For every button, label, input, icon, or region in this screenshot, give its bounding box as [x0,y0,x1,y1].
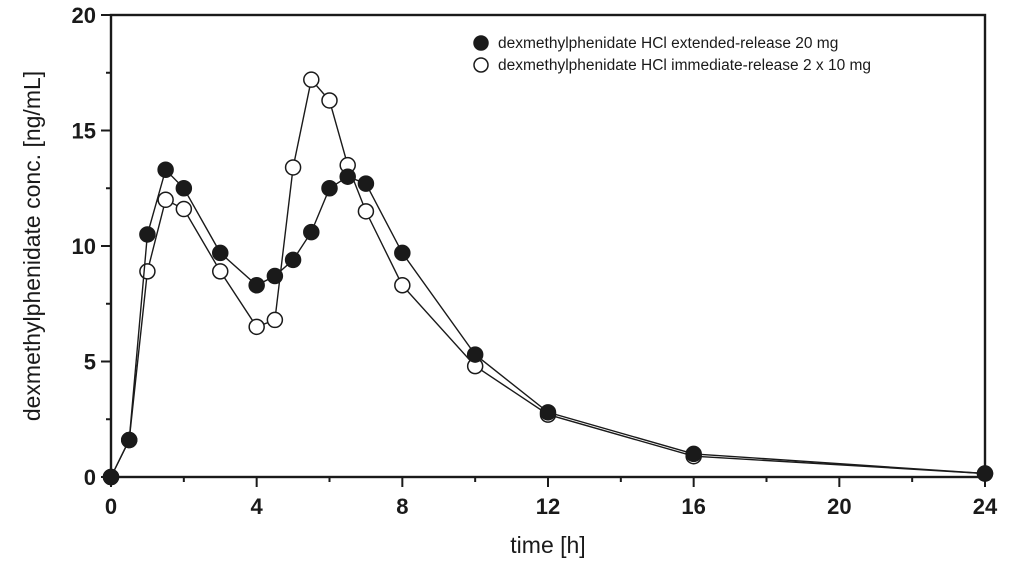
data-point-open [212,263,229,280]
data-point-filled [284,251,302,269]
legend-label: dexmethylphenidate HCl immediate-release… [498,57,871,74]
data-point-filled [139,226,156,243]
series-line [110,168,986,478]
legend-marker-open [473,57,489,73]
x-tick-label: 24 [973,494,998,519]
x-axis-title: time [h] [510,532,585,558]
data-point-open [394,277,411,294]
x-tick-label: 4 [251,494,264,519]
axes: 0 4 8 12 16 20 24 0 5 10 15 20 [72,3,998,519]
data-point-filled [102,468,120,486]
y-axis-title: dexmethylphenidate conc. [ng/mL] [19,71,45,421]
data-point-filled [339,168,356,185]
data-point-open [248,318,265,336]
data-point-filled [321,180,338,197]
data-point-filled [248,277,265,294]
data-point-open [139,263,156,280]
data-point-filled [976,465,994,482]
y-tick-label: 10 [72,234,96,259]
data-point-filled [212,244,229,262]
data-point-filled [466,346,484,363]
x-tick-label: 20 [827,494,851,519]
legend: dexmethylphenidate HCl extended-release … [473,35,871,74]
data-point-filled [120,431,138,449]
x-tick-label: 0 [105,494,117,519]
data-point-open [321,92,338,109]
data-point-filled [175,180,193,197]
data-point-filled [266,267,284,285]
data-point-filled [394,244,411,262]
data-point-filled [303,223,320,241]
data-point-filled [539,404,557,421]
data-point-open [357,203,375,220]
series-immediate-release [102,71,994,486]
data-point-open [266,311,284,329]
series-layer [102,71,994,486]
y-tick-label: 5 [84,350,96,375]
series-extended-release [102,161,994,486]
data-point-open [303,71,320,88]
data-point-filled [685,445,702,463]
legend-marker-filled [473,35,489,51]
legend-label: dexmethylphenidate HCl extended-release … [498,35,838,52]
y-tick-label: 15 [72,119,96,144]
data-point-filled [157,161,174,179]
data-point-open [157,191,174,209]
series-line [110,78,986,478]
x-tick-label: 8 [396,494,408,519]
y-tick-label: 20 [72,3,96,28]
y-tick-label: 0 [84,465,96,490]
x-tick-label: 12 [536,494,560,519]
data-point-filled [357,175,375,192]
data-point-open [175,200,193,218]
data-point-open [284,159,302,176]
x-tick-label: 16 [681,494,705,519]
